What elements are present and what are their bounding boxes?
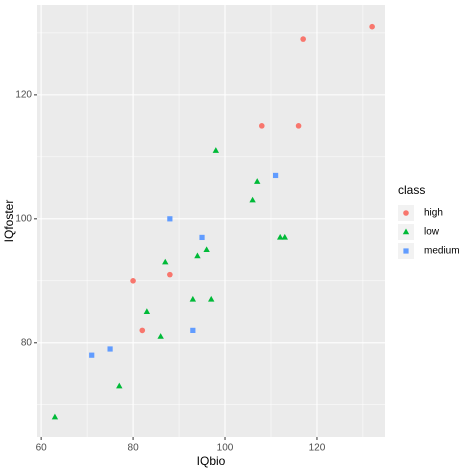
point (116, 382, 123, 389)
y-tick-label: 100 (15, 213, 32, 224)
x-tick-label: 100 (217, 443, 234, 454)
legend-label: low (424, 227, 440, 238)
point (281, 233, 288, 240)
x-tick-label: 120 (309, 443, 326, 454)
point (139, 327, 146, 334)
point (212, 147, 220, 153)
point (51, 413, 59, 420)
point (130, 278, 136, 284)
point (167, 216, 173, 222)
point (190, 327, 196, 333)
point (249, 196, 256, 203)
legend-marker (402, 228, 410, 235)
y-tick-label: 120 (15, 90, 32, 101)
x-tick-label: 60 (36, 443, 48, 454)
point (208, 295, 215, 302)
point (194, 252, 201, 259)
y-axis-title: IQfoster (2, 200, 16, 243)
point (369, 23, 375, 30)
point (300, 36, 306, 42)
point (189, 295, 197, 302)
x-tick-label: 80 (128, 443, 140, 454)
x-axis-title: IQbio (197, 454, 226, 468)
point (89, 352, 95, 358)
point (167, 271, 173, 278)
y-tick-label: 80 (21, 337, 33, 348)
legend-label: high (424, 208, 443, 219)
legend-title: class (398, 183, 425, 197)
legend-label: medium (424, 246, 460, 257)
point (157, 333, 164, 339)
legend-marker (403, 248, 409, 254)
point (199, 234, 205, 241)
point (254, 178, 261, 184)
point (162, 258, 169, 265)
point (258, 123, 265, 129)
point (295, 123, 302, 129)
point (143, 308, 151, 315)
panel (37, 5, 385, 437)
point (107, 346, 113, 352)
legend-marker (403, 210, 409, 216)
point (272, 172, 279, 179)
point (203, 246, 210, 253)
point (276, 233, 284, 240)
